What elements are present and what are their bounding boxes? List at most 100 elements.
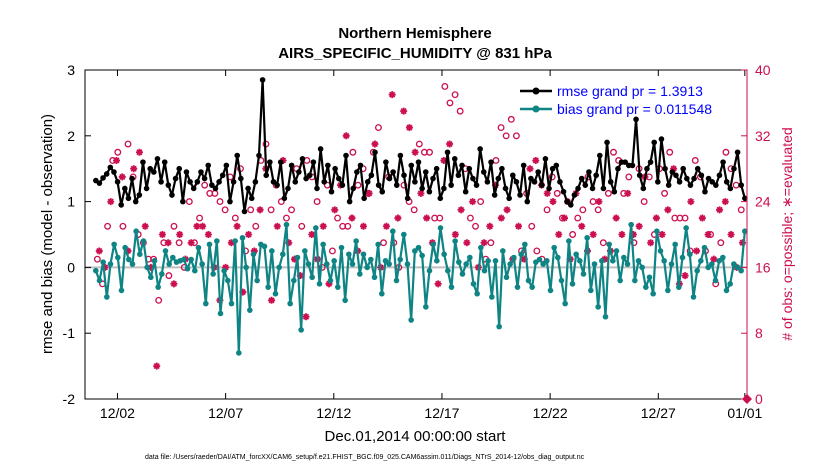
rmse-point xyxy=(263,172,270,179)
bias-point xyxy=(188,256,194,263)
obs-evaluated-point xyxy=(268,296,276,304)
obs-evaluated-point xyxy=(170,280,178,288)
bias-point xyxy=(316,281,323,287)
rmse-point xyxy=(720,159,726,165)
bias-point xyxy=(712,277,719,284)
rmse-point xyxy=(274,182,280,188)
obs-possible-point xyxy=(354,181,362,189)
rmse-point xyxy=(404,195,411,202)
rmse-point xyxy=(546,185,552,192)
rmse-point xyxy=(375,182,382,188)
bias-line xyxy=(94,223,746,355)
obs-evaluated-point xyxy=(222,263,230,271)
rmse-point xyxy=(277,159,284,165)
bias-point xyxy=(588,287,594,294)
obs-evaluated-point xyxy=(411,148,419,156)
bias-point xyxy=(151,258,158,264)
bias-point xyxy=(214,238,220,244)
rmse-point xyxy=(151,169,157,175)
obs-evaluated-point xyxy=(187,239,195,247)
obs-evaluated-point xyxy=(727,231,735,238)
bias-point xyxy=(496,323,502,330)
obs-evaluated-point xyxy=(342,132,350,140)
obs-evaluated-point xyxy=(325,280,333,288)
bias-point xyxy=(390,228,396,235)
bias-point xyxy=(547,287,554,294)
bias-point xyxy=(357,271,363,277)
rmse-point xyxy=(484,179,491,185)
rmse-point xyxy=(426,188,433,195)
bias-point xyxy=(111,241,117,248)
obs-possible-point xyxy=(114,148,122,156)
right-axis-origin-marker xyxy=(742,394,752,404)
rmse-point xyxy=(564,198,570,205)
bias-point xyxy=(595,304,601,310)
bias-point xyxy=(426,267,433,274)
obs-evaluated-point xyxy=(629,231,637,238)
obs-possible-point xyxy=(451,91,459,99)
bias-point xyxy=(324,261,330,267)
obs-possible-point xyxy=(252,222,260,230)
bias-point xyxy=(122,244,128,251)
obs-possible-point xyxy=(630,239,638,247)
obs-evaluated-point xyxy=(618,231,626,238)
rmse-point xyxy=(238,175,244,182)
obs-possible-point xyxy=(380,239,387,247)
bias-point xyxy=(272,290,279,297)
obs-evaluated-point xyxy=(520,255,528,263)
obs-possible-point xyxy=(553,189,561,197)
obs-evaluated-point xyxy=(595,198,603,206)
rmse-point xyxy=(201,175,208,182)
obs-possible-point xyxy=(661,189,669,197)
bias-point xyxy=(107,261,114,267)
bias-point xyxy=(632,277,638,284)
bias-point xyxy=(657,248,664,254)
rmse-series xyxy=(93,77,748,215)
rmse-point xyxy=(397,152,404,159)
obs-evaluated-point xyxy=(291,255,299,263)
rmse-point xyxy=(335,175,342,182)
bias-point xyxy=(584,234,590,241)
obs-evaluated-point xyxy=(285,239,293,247)
rmse-point xyxy=(383,159,389,165)
obs-possible-point xyxy=(334,214,341,222)
obs-evaluated-point xyxy=(532,156,540,164)
obs-evaluated-point xyxy=(451,231,459,238)
rmse-point xyxy=(143,185,150,192)
obs-possible-point xyxy=(543,206,551,214)
bias-point xyxy=(93,267,99,274)
obs-evaluated-point xyxy=(405,124,413,132)
x-axis-label: Dec.01,2014 00:00:00 start xyxy=(325,428,507,445)
obs-evaluated-point xyxy=(153,362,161,370)
obs-evaluated-point xyxy=(624,189,632,197)
obs-possible-point xyxy=(533,247,541,255)
obs-possible-point xyxy=(446,99,454,107)
bias-point xyxy=(639,264,645,271)
rmse-point xyxy=(455,172,462,179)
bias-point xyxy=(379,290,385,297)
rmse-point xyxy=(368,172,375,179)
obs-evaluated-point xyxy=(273,222,281,230)
obs-possible-point xyxy=(201,181,209,189)
bias-point xyxy=(676,284,682,290)
bias-point xyxy=(302,248,308,254)
obs-evaluated-point xyxy=(555,231,563,238)
rmse-point xyxy=(147,165,154,172)
rmse-point xyxy=(118,202,124,208)
rmse-point xyxy=(285,185,291,192)
rmse-point xyxy=(408,162,415,169)
bias-point xyxy=(320,241,326,248)
rmse-point xyxy=(169,192,175,198)
rmse-point xyxy=(299,156,306,162)
rmse-point xyxy=(716,172,723,179)
bias-point xyxy=(500,248,506,254)
rmse-point xyxy=(223,162,230,169)
bias-point xyxy=(338,244,345,251)
obs-evaluated-point xyxy=(164,239,172,247)
obs-evaluated-point xyxy=(112,156,120,164)
rmse-point xyxy=(412,179,418,185)
bias-point xyxy=(489,294,495,300)
rmse-point xyxy=(372,149,378,156)
bias-point xyxy=(606,241,612,248)
bias-point xyxy=(518,251,524,258)
